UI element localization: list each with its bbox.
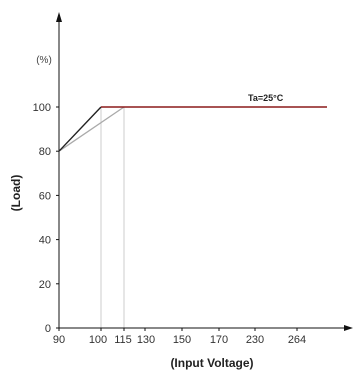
y-unit-label: (%) <box>36 55 52 66</box>
x-tick-label: 90 <box>53 334 65 346</box>
x-axis-arrow-icon <box>344 325 353 331</box>
temperature-annotation: Ta=25°C <box>248 93 284 103</box>
x-tick-label: 130 <box>137 334 155 346</box>
series-lines <box>58 106 327 152</box>
y-axis-arrow-icon <box>56 12 62 22</box>
x-tick-labels: 90 100 115 130 150 170 230 264 <box>53 328 306 346</box>
x-tick-label: 150 <box>173 334 191 346</box>
x-axis-title: (Input Voltage) <box>170 356 253 370</box>
axes <box>56 12 353 331</box>
x-tick-label: 170 <box>210 334 228 346</box>
derating-line-grey <box>58 106 125 152</box>
y-axis-title: (Load) <box>9 175 23 212</box>
y-tick-label: 40 <box>39 235 51 247</box>
reference-lines <box>100 107 125 328</box>
derating-line-dark <box>58 106 102 152</box>
x-tick-label: 230 <box>246 334 264 346</box>
y-tick-label: 100 <box>33 102 51 114</box>
y-tick-label: 80 <box>39 146 51 158</box>
x-tick-label: 264 <box>288 334 306 346</box>
y-tick-label: 60 <box>39 190 51 202</box>
y-tick-labels: 0 20 40 60 80 100 <box>33 102 59 335</box>
x-tick-label: 115 <box>114 334 132 346</box>
x-tick-label: 100 <box>89 334 107 346</box>
y-tick-label: 0 <box>45 323 51 335</box>
y-tick-label: 20 <box>39 279 51 291</box>
